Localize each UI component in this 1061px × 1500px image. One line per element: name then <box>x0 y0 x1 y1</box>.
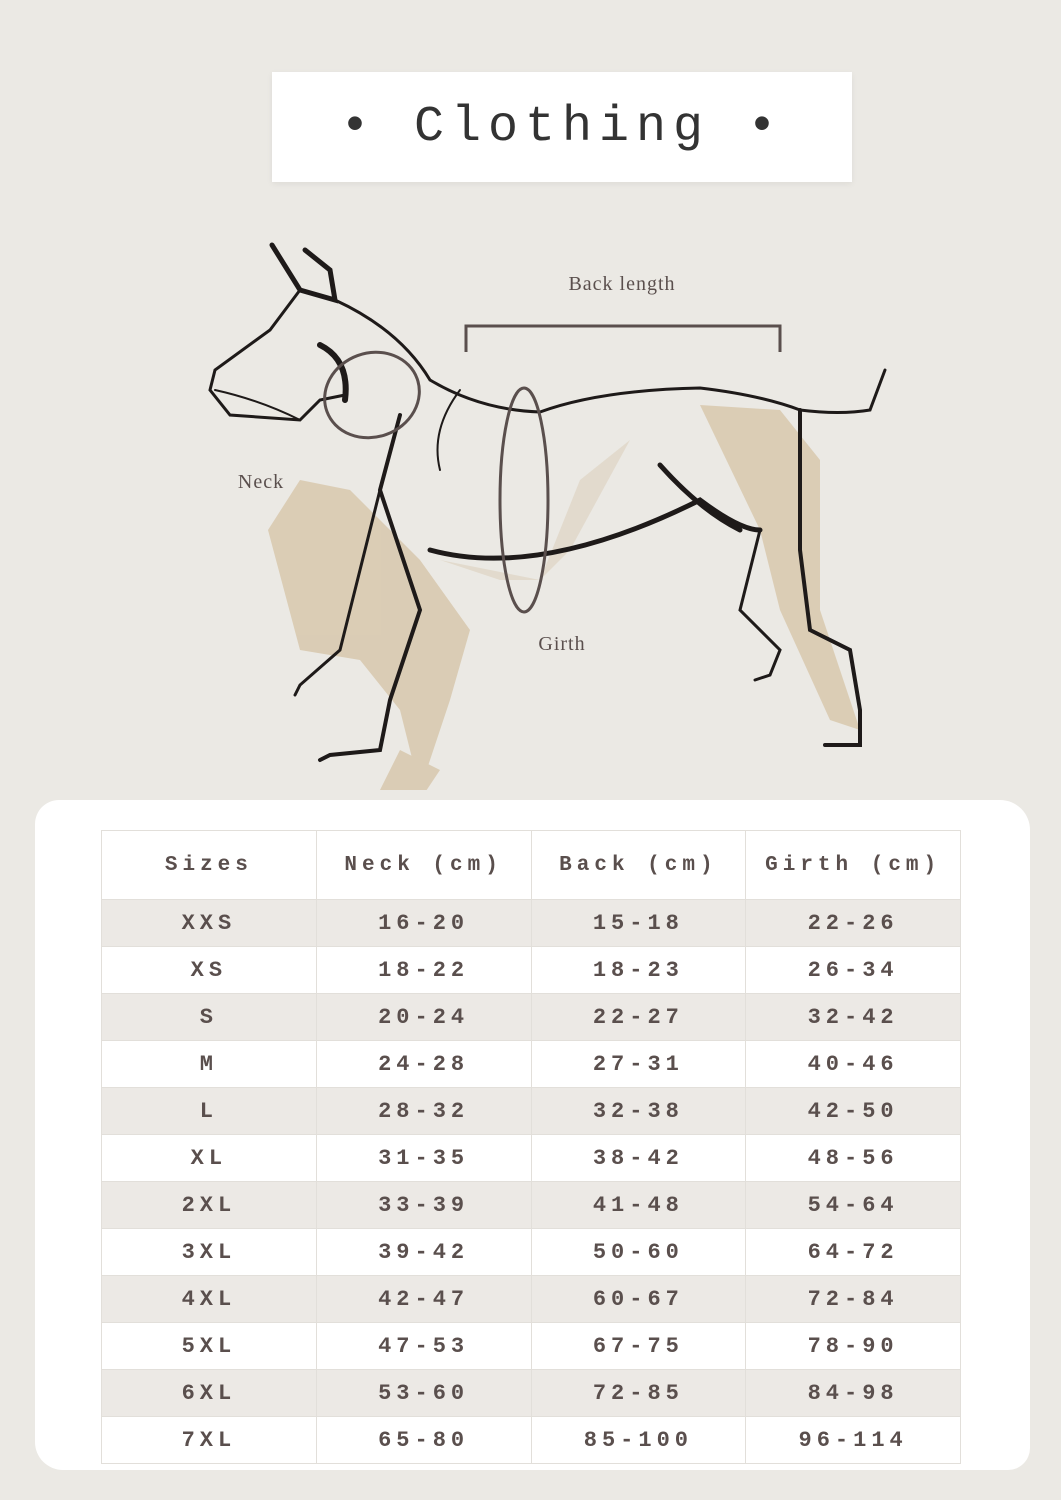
table-cell: 5XL <box>101 1322 317 1370</box>
table-cell: 54-64 <box>745 1181 961 1229</box>
table-cell: 27-31 <box>530 1040 747 1088</box>
table-row: XL 31-35 38-42 48-56 <box>101 1134 961 1182</box>
table-cell: 96-114 <box>745 1416 961 1464</box>
table-row: 2XL 33-39 41-48 54-64 <box>101 1181 961 1229</box>
table-cell: M <box>101 1040 317 1088</box>
table-cell: 65-80 <box>315 1416 532 1464</box>
table-cell: 3XL <box>101 1228 317 1276</box>
table-cell: 22-26 <box>745 899 961 947</box>
column-header: Girth (cm) <box>745 830 961 900</box>
table-cell: 72-85 <box>530 1369 747 1417</box>
table-cell: 41-48 <box>530 1181 747 1229</box>
table-cell: 40-46 <box>745 1040 961 1088</box>
size-table: Sizes Neck (cm) Back (cm) Girth (cm) XXS 16-2… <box>101 830 961 1464</box>
table-cell: L <box>101 1087 317 1135</box>
table-row: XXS 16-20 15-18 22-26 <box>101 899 961 947</box>
table-cell: 84-98 <box>745 1369 961 1417</box>
table-row: 6XL 53-60 72-85 84-98 <box>101 1369 961 1417</box>
title-banner: • Clothing • <box>272 72 852 182</box>
table-cell: 7XL <box>101 1416 317 1464</box>
table-cell: 18-22 <box>315 946 532 994</box>
table-cell: 18-23 <box>530 946 747 994</box>
table-cell: 50-60 <box>530 1228 747 1276</box>
table-row: XS 18-22 18-23 26-34 <box>101 946 961 994</box>
table-cell: 15-18 <box>530 899 747 947</box>
table-cell: 72-84 <box>745 1275 961 1323</box>
column-header: Sizes <box>101 830 317 900</box>
table-cell: 31-35 <box>315 1134 532 1182</box>
table-cell: 64-72 <box>745 1228 961 1276</box>
table-cell: S <box>101 993 317 1041</box>
table-row: 5XL 47-53 67-75 78-90 <box>101 1322 961 1370</box>
table-cell: 6XL <box>101 1369 317 1417</box>
table-cell: 2XL <box>101 1181 317 1229</box>
table-cell: 4XL <box>101 1275 317 1323</box>
girth-label: Girth <box>538 633 585 655</box>
table-cell: 85-100 <box>530 1416 747 1464</box>
table-cell: 32-42 <box>745 993 961 1041</box>
table-cell: 47-53 <box>315 1322 532 1370</box>
title: • Clothing • <box>339 98 785 156</box>
table-cell: 53-60 <box>315 1369 532 1417</box>
table-row: 3XL 39-42 50-60 64-72 <box>101 1228 961 1276</box>
table-cell: 33-39 <box>315 1181 532 1229</box>
table-cell: 22-27 <box>530 993 747 1041</box>
table-cell: 48-56 <box>745 1134 961 1182</box>
dog-diagram: Back length Neck Girth <box>208 242 887 790</box>
back-length-label: Back length <box>568 273 675 295</box>
neck-label: Neck <box>238 471 284 493</box>
table-cell: 28-32 <box>315 1087 532 1135</box>
table-cell: XS <box>101 946 317 994</box>
table-cell: 16-20 <box>315 899 532 947</box>
table-cell: 38-42 <box>530 1134 747 1182</box>
table-cell: 78-90 <box>745 1322 961 1370</box>
table-cell: 32-38 <box>530 1087 747 1135</box>
table-row: M 24-28 27-31 40-46 <box>101 1040 961 1088</box>
table-cell: 42-50 <box>745 1087 961 1135</box>
table-cell: 39-42 <box>315 1228 532 1276</box>
table-cell: 20-24 <box>315 993 532 1041</box>
table-cell: 67-75 <box>530 1322 747 1370</box>
table-row: 4XL 42-47 60-67 72-84 <box>101 1275 961 1323</box>
table-cell: XXS <box>101 899 317 947</box>
column-header: Neck (cm) <box>315 830 532 900</box>
table-row: L 28-32 32-38 42-50 <box>101 1087 961 1135</box>
table-cell: XL <box>101 1134 317 1182</box>
table-cell: 42-47 <box>315 1275 532 1323</box>
header-row: Sizes Neck (cm) Back (cm) Girth (cm) <box>101 830 961 900</box>
table-cell: 26-34 <box>745 946 961 994</box>
table-cell: 60-67 <box>530 1275 747 1323</box>
table-row: S 20-24 22-27 32-42 <box>101 993 961 1041</box>
table-row: 7XL 65-80 85-100 96-114 <box>101 1416 961 1464</box>
table-cell: 24-28 <box>315 1040 532 1088</box>
column-header: Back (cm) <box>530 830 747 900</box>
